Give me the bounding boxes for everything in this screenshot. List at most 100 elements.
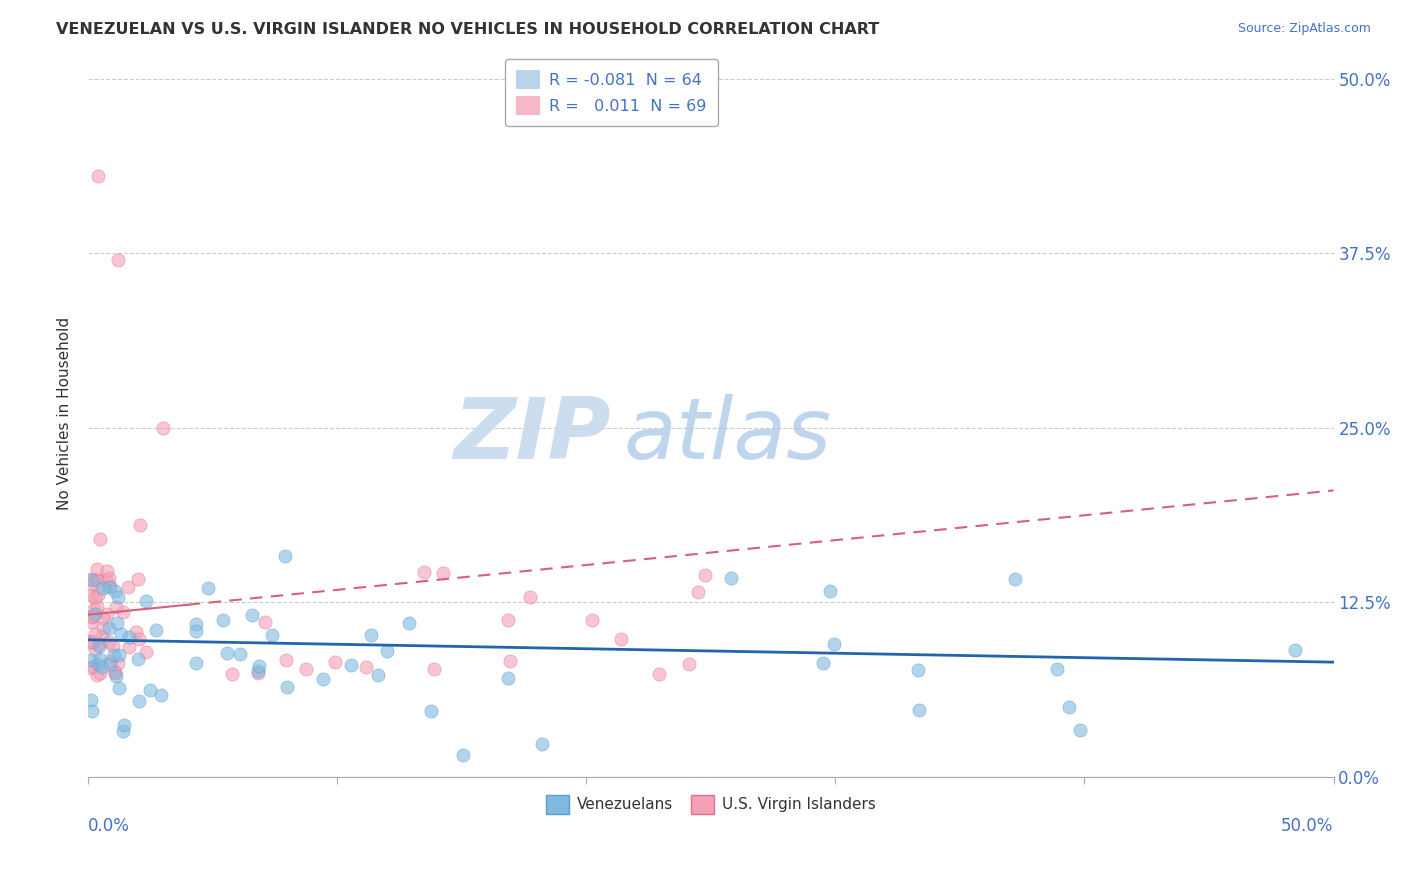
Point bbox=[87, 637, 110, 651]
Point bbox=[135, 644, 157, 658]
Point bbox=[101, 639, 124, 653]
Point bbox=[496, 671, 519, 685]
Point bbox=[93, 581, 115, 595]
Point bbox=[907, 663, 929, 677]
Point bbox=[84, 572, 107, 586]
Point bbox=[79, 572, 101, 586]
Point bbox=[367, 668, 389, 682]
Point bbox=[82, 659, 104, 673]
Point bbox=[125, 624, 148, 639]
Point bbox=[84, 626, 107, 640]
Point bbox=[498, 613, 520, 627]
Point bbox=[1004, 572, 1026, 586]
Point bbox=[83, 607, 105, 621]
Point bbox=[105, 615, 128, 630]
Point bbox=[211, 613, 233, 627]
Point bbox=[86, 599, 108, 614]
Point bbox=[108, 681, 131, 696]
Point bbox=[247, 659, 270, 673]
Point bbox=[197, 581, 219, 595]
Point bbox=[823, 637, 845, 651]
Point bbox=[80, 609, 103, 624]
Point bbox=[112, 718, 135, 732]
Point bbox=[423, 662, 446, 676]
Point bbox=[260, 627, 283, 641]
Point bbox=[82, 588, 104, 602]
Text: ZIP: ZIP bbox=[454, 394, 612, 477]
Point bbox=[128, 694, 150, 708]
Point bbox=[695, 568, 717, 582]
Point bbox=[1046, 662, 1069, 676]
Point bbox=[91, 660, 114, 674]
Text: atlas: atlas bbox=[624, 394, 832, 477]
Point bbox=[100, 654, 122, 668]
Point bbox=[98, 580, 121, 594]
Point bbox=[80, 573, 103, 587]
Point bbox=[82, 609, 104, 624]
Point bbox=[720, 571, 742, 585]
Point bbox=[104, 665, 127, 680]
Point bbox=[609, 632, 631, 646]
Point bbox=[354, 660, 377, 674]
Point bbox=[96, 573, 118, 587]
Point bbox=[398, 615, 420, 630]
Point bbox=[413, 565, 436, 579]
Point bbox=[813, 656, 835, 670]
Point bbox=[128, 632, 150, 646]
Point bbox=[98, 571, 121, 585]
Point bbox=[100, 578, 122, 592]
Point bbox=[96, 564, 118, 578]
Point bbox=[80, 577, 103, 591]
Point bbox=[247, 665, 270, 680]
Point bbox=[97, 621, 120, 635]
Point bbox=[498, 654, 520, 668]
Point bbox=[86, 668, 108, 682]
Point bbox=[221, 667, 243, 681]
Point bbox=[91, 611, 114, 625]
Point bbox=[678, 657, 700, 671]
Point bbox=[152, 420, 174, 434]
Point bbox=[103, 648, 125, 662]
Point bbox=[129, 518, 152, 533]
Text: 50.0%: 50.0% bbox=[1281, 816, 1333, 835]
Point bbox=[432, 566, 454, 580]
Point bbox=[118, 640, 141, 654]
Point bbox=[184, 656, 207, 670]
Point bbox=[276, 680, 298, 694]
Point bbox=[79, 634, 101, 648]
Point bbox=[79, 615, 101, 629]
Point bbox=[117, 580, 139, 594]
Point bbox=[104, 665, 127, 680]
Point bbox=[79, 661, 101, 675]
Point bbox=[80, 704, 103, 718]
Point bbox=[91, 631, 114, 645]
Point bbox=[150, 688, 173, 702]
Point bbox=[145, 623, 167, 637]
Point bbox=[107, 590, 129, 604]
Point bbox=[89, 652, 111, 666]
Point bbox=[108, 648, 131, 662]
Point bbox=[89, 533, 111, 547]
Point bbox=[184, 616, 207, 631]
Point bbox=[104, 599, 127, 614]
Point bbox=[375, 644, 398, 658]
Point bbox=[79, 635, 101, 649]
Point bbox=[87, 657, 110, 671]
Point bbox=[98, 635, 121, 649]
Point bbox=[519, 591, 541, 605]
Point bbox=[1057, 700, 1080, 714]
Point bbox=[325, 655, 347, 669]
Point bbox=[451, 748, 474, 763]
Legend: Venezuelans, U.S. Virgin Islanders: Venezuelans, U.S. Virgin Islanders bbox=[540, 789, 882, 820]
Point bbox=[107, 253, 129, 268]
Point bbox=[273, 549, 295, 564]
Point bbox=[87, 640, 110, 654]
Point bbox=[1069, 723, 1091, 737]
Point bbox=[118, 630, 141, 644]
Point bbox=[908, 703, 931, 717]
Point bbox=[87, 574, 110, 588]
Point bbox=[818, 584, 841, 599]
Point bbox=[105, 669, 128, 683]
Point bbox=[686, 585, 709, 599]
Point bbox=[581, 614, 603, 628]
